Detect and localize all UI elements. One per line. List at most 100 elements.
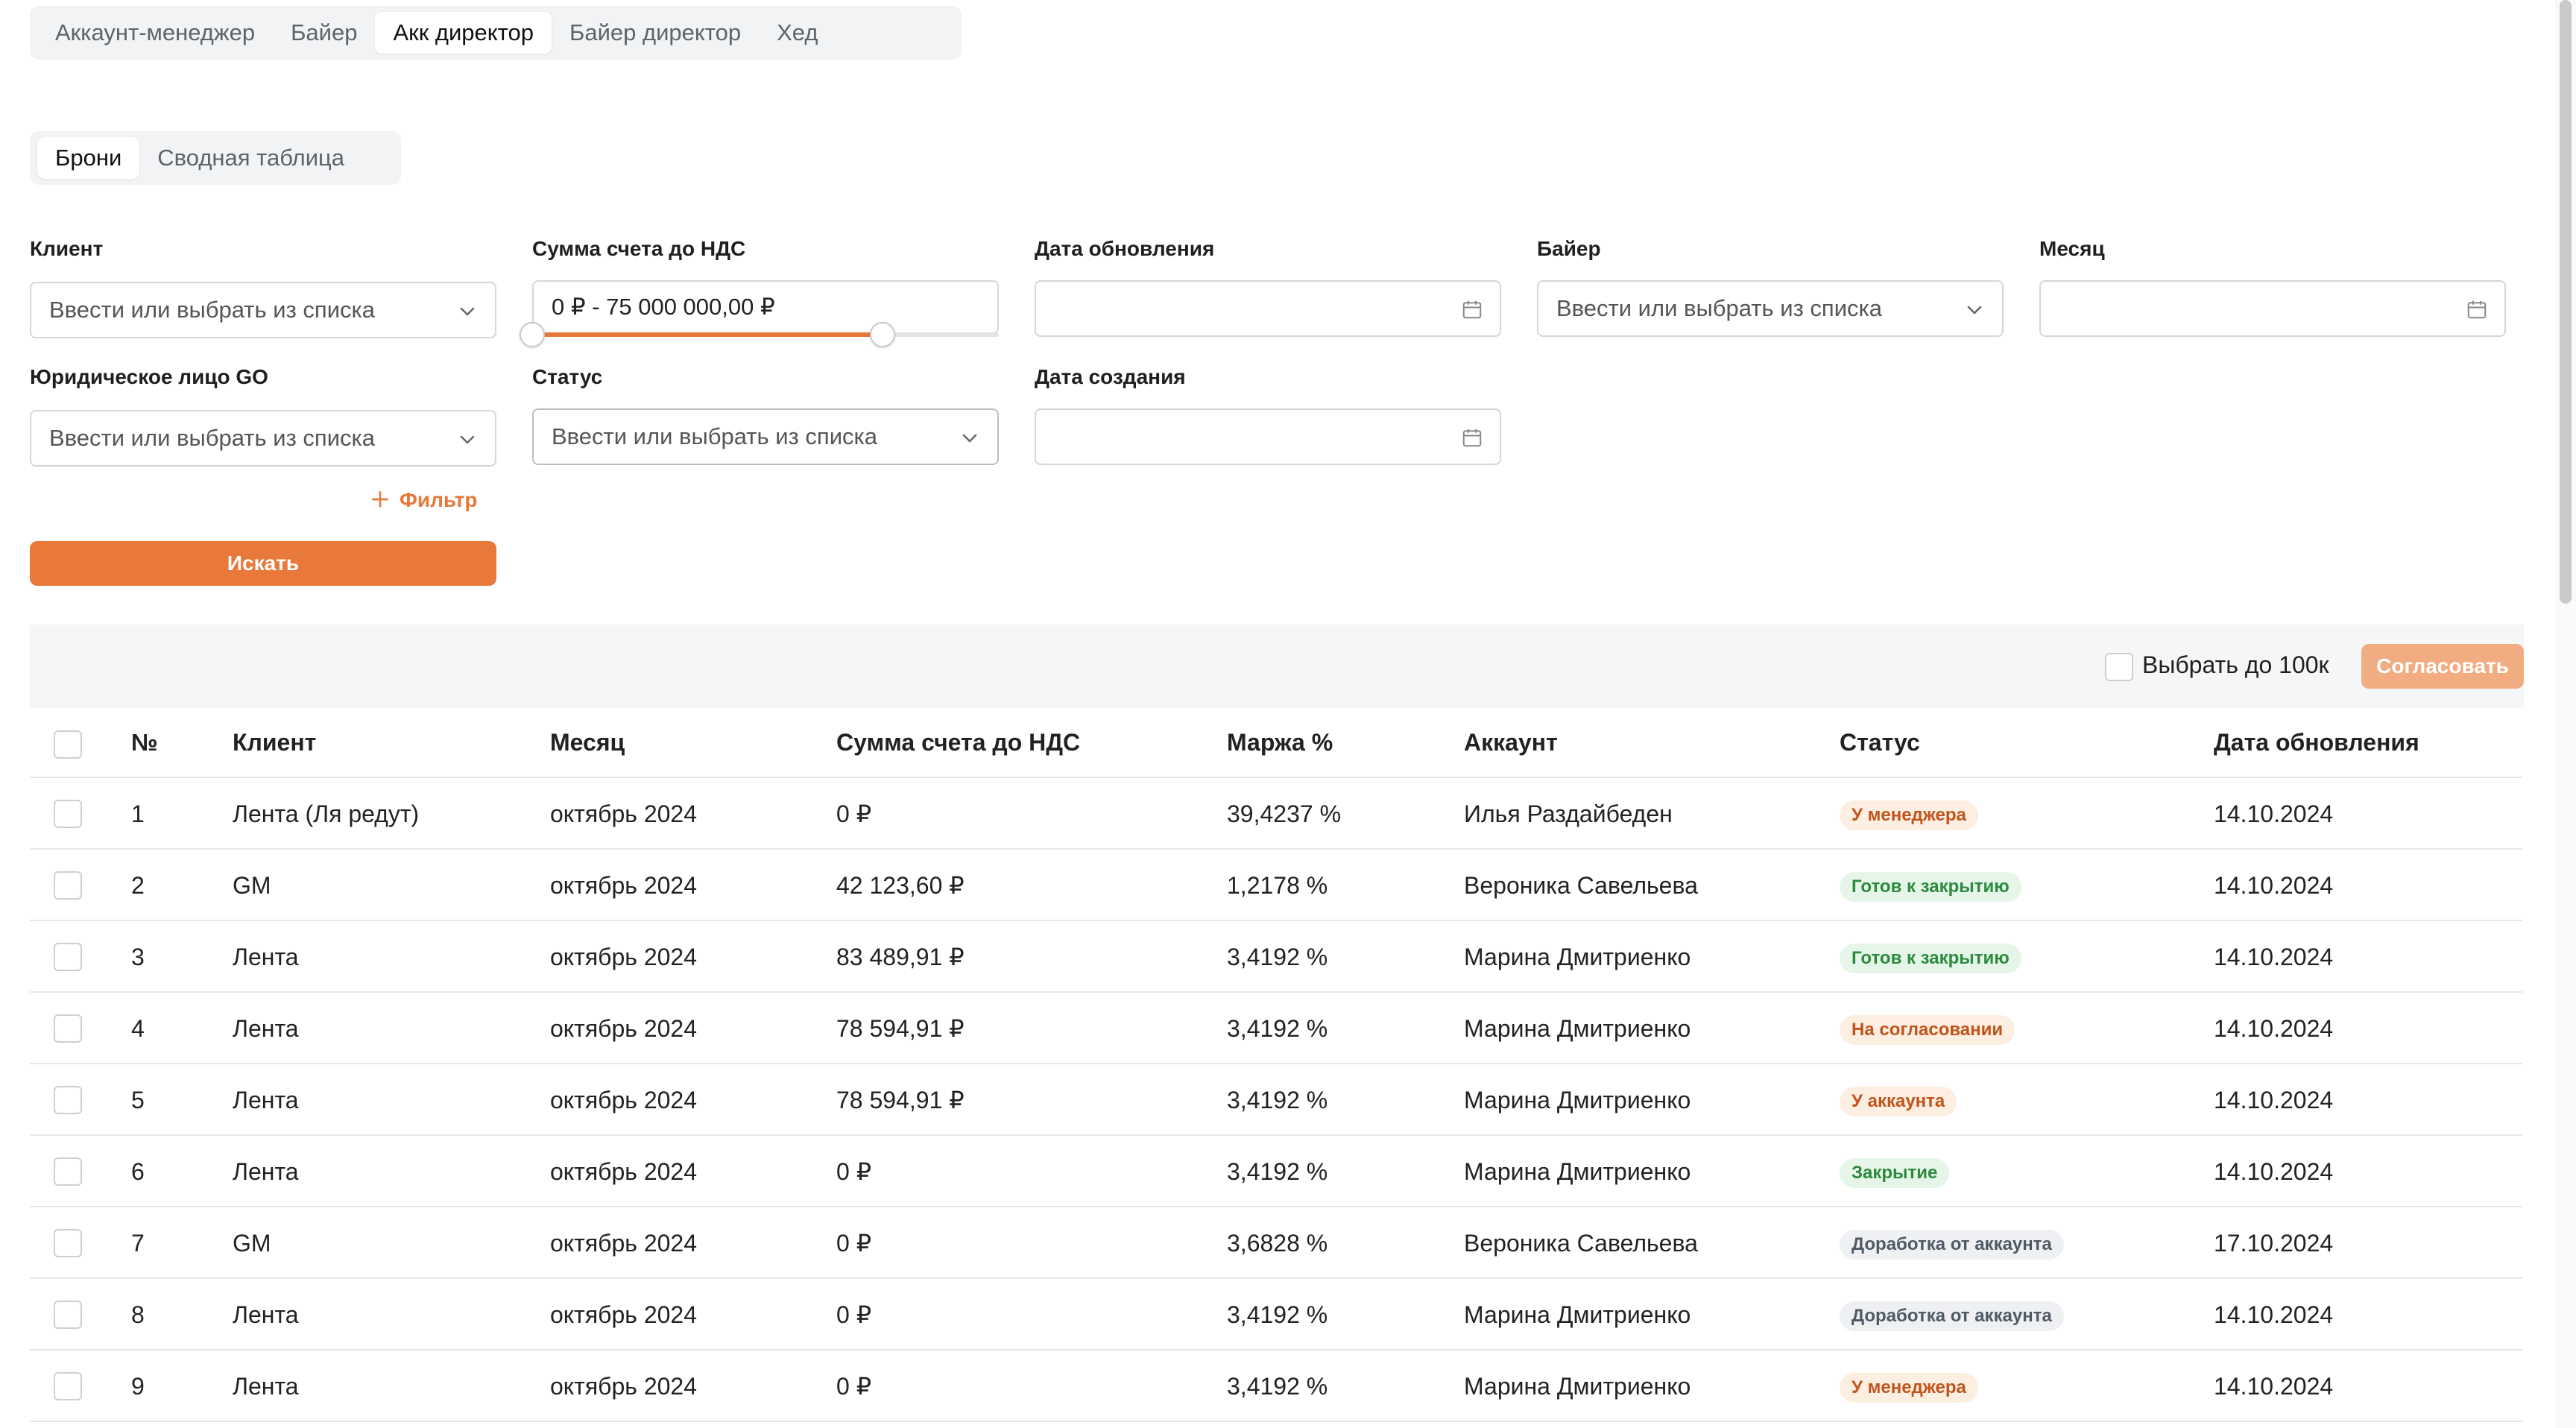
row-sum: 78 594,91 ₽: [836, 1087, 965, 1113]
row-checkbox[interactable]: [54, 1157, 82, 1186]
row-update-date: 14.10.2024: [2214, 944, 2334, 970]
col-margin[interactable]: Маржа %: [1227, 729, 1333, 756]
select-under-100k-checkbox[interactable]: [2105, 653, 2133, 681]
add-filter-button[interactable]: Фильтр: [368, 487, 477, 512]
table-row[interactable]: 9 Лента октябрь 2024 0 ₽ 3,4192 % Марина…: [30, 1350, 2522, 1422]
table-row[interactable]: 7 GM октябрь 2024 0 ₽ 3,6828 % Вероника …: [30, 1207, 2522, 1279]
sum-range-value: 0 ₽ - 75 000 000,00 ₽: [552, 294, 775, 320]
col-update-date[interactable]: Дата обновления: [2214, 729, 2419, 756]
col-sum[interactable]: Сумма счета до НДС: [836, 729, 1081, 756]
update-date-label: Дата обновления: [1035, 237, 1215, 260]
client-select[interactable]: Ввести или выбрать из списка: [30, 282, 496, 338]
page-scrollbar[interactable]: [2555, 0, 2576, 1428]
row-account: Марина Дмитриенко: [1464, 1373, 1691, 1400]
table-row[interactable]: 2 GM октябрь 2024 42 123,60 ₽ 1,2178 % В…: [30, 850, 2522, 921]
sum-range-input[interactable]: 0 ₽ - 75 000 000,00 ₽: [532, 280, 999, 334]
row-checkbox[interactable]: [54, 943, 82, 971]
row-update-date: 14.10.2024: [2214, 1158, 2334, 1185]
plus-icon: [372, 491, 388, 508]
row-margin: 3,4192 %: [1227, 1015, 1328, 1042]
row-account: Марина Дмитриенко: [1464, 944, 1691, 970]
client-placeholder: Ввести или выбрать из списка: [49, 297, 375, 323]
table-row[interactable]: 4 Лента октябрь 2024 78 594,91 ₽ 3,4192 …: [30, 993, 2522, 1064]
tab-buyer[interactable]: Байер: [291, 19, 358, 45]
view-tabs: Брони Сводная таблица: [30, 131, 401, 185]
table-row[interactable]: 5 Лента октябрь 2024 78 594,91 ₽ 3,4192 …: [30, 1064, 2522, 1136]
tab-bookings[interactable]: Брони: [37, 137, 140, 179]
row-checkbox[interactable]: [54, 1372, 82, 1400]
row-sum: 0 ₽: [836, 1230, 872, 1257]
col-month[interactable]: Месяц: [550, 729, 625, 756]
row-checkbox[interactable]: [54, 800, 82, 828]
status-label: Статус: [532, 365, 603, 388]
row-client: GM: [233, 1230, 271, 1257]
row-month: октябрь 2024: [550, 1301, 698, 1328]
col-client[interactable]: Клиент: [233, 729, 317, 756]
row-margin: 39,4237 %: [1227, 800, 1342, 827]
month-picker[interactable]: [2039, 280, 2506, 337]
client-label: Клиент: [30, 237, 104, 260]
search-button[interactable]: Искать: [30, 541, 496, 586]
scrollbar-thumb[interactable]: [2560, 0, 2572, 604]
row-margin: 3,4192 %: [1227, 1301, 1328, 1328]
row-account: Марина Дмитриенко: [1464, 1015, 1691, 1042]
sum-range-min-handle[interactable]: [520, 322, 545, 347]
row-checkbox[interactable]: [54, 1229, 82, 1257]
status-select[interactable]: Ввести или выбрать из списка: [532, 408, 999, 465]
status-badge: Готов к закрытию: [1840, 872, 2021, 902]
status-badge: У менеджера: [1840, 800, 1978, 830]
legal-entity-select[interactable]: Ввести или выбрать из списка: [30, 410, 496, 467]
row-margin: 3,4192 %: [1227, 1373, 1328, 1400]
row-number: 3: [131, 944, 145, 970]
row-month: октябрь 2024: [550, 1015, 698, 1042]
row-number: 8: [131, 1301, 145, 1328]
buyer-select[interactable]: Ввести или выбрать из списка: [1537, 280, 2004, 337]
row-number: 6: [131, 1158, 145, 1185]
row-margin: 3,4192 %: [1227, 944, 1328, 970]
row-number: 2: [131, 872, 145, 899]
row-month: октябрь 2024: [550, 1230, 698, 1257]
chevron-down-icon: [460, 435, 475, 444]
tab-acc-director[interactable]: Акк директор: [375, 12, 552, 54]
calendar-icon: [2467, 300, 2487, 319]
col-account[interactable]: Аккаунт: [1464, 729, 1558, 756]
col-status[interactable]: Статус: [1840, 729, 1920, 756]
tab-account-manager[interactable]: Аккаунт-менеджер: [55, 19, 256, 45]
legal-entity-placeholder: Ввести или выбрать из списка: [49, 425, 375, 451]
select-all-checkbox[interactable]: [54, 730, 82, 759]
row-sum: 0 ₽: [836, 1301, 872, 1328]
sum-range-max-handle[interactable]: [869, 322, 895, 347]
chevron-down-icon: [1967, 306, 1982, 315]
status-badge: У аккаунта: [1840, 1087, 1957, 1116]
create-date-picker[interactable]: [1035, 408, 1501, 465]
status-badge: Готов к закрытию: [1840, 944, 2021, 973]
row-margin: 3,6828 %: [1227, 1230, 1328, 1257]
legal-entity-label: Юридическое лицо GO: [30, 365, 268, 388]
tab-summary-table[interactable]: Сводная таблица: [157, 145, 345, 171]
calendar-icon: [1462, 429, 1482, 447]
buyer-label: Байер: [1537, 237, 1601, 260]
row-month: октябрь 2024: [550, 1087, 698, 1113]
row-account: Илья Раздайбеден: [1464, 800, 1673, 827]
approve-button[interactable]: Согласовать: [2361, 644, 2524, 689]
update-date-picker[interactable]: [1035, 280, 1501, 337]
table-header: [30, 708, 2522, 778]
row-checkbox[interactable]: [54, 871, 82, 900]
row-margin: 3,4192 %: [1227, 1158, 1328, 1185]
buyer-placeholder: Ввести или выбрать из списка: [1556, 295, 1882, 321]
row-checkbox[interactable]: [54, 1014, 82, 1043]
select-under-100k-label: Выбрать до 100к: [2142, 651, 2329, 678]
table-row[interactable]: 6 Лента октябрь 2024 0 ₽ 3,4192 % Марина…: [30, 1136, 2522, 1207]
row-client: Лента: [233, 1015, 299, 1042]
tab-buyer-director[interactable]: Байер директор: [569, 19, 742, 45]
table-row[interactable]: 1 Лента (Ля редут) октябрь 2024 0 ₽ 39,4…: [30, 778, 2522, 850]
row-checkbox[interactable]: [54, 1086, 82, 1114]
row-sum: 83 489,91 ₽: [836, 944, 965, 970]
table-row[interactable]: 3 Лента октябрь 2024 83 489,91 ₽ 3,4192 …: [30, 921, 2522, 993]
table-row[interactable]: 8 Лента октябрь 2024 0 ₽ 3,4192 % Марина…: [30, 1279, 2522, 1350]
row-checkbox[interactable]: [54, 1301, 82, 1329]
row-update-date: 14.10.2024: [2214, 1015, 2334, 1042]
tab-head[interactable]: Хед: [777, 19, 818, 45]
row-sum: 78 594,91 ₽: [836, 1015, 965, 1042]
row-update-date: 14.10.2024: [2214, 1087, 2334, 1113]
